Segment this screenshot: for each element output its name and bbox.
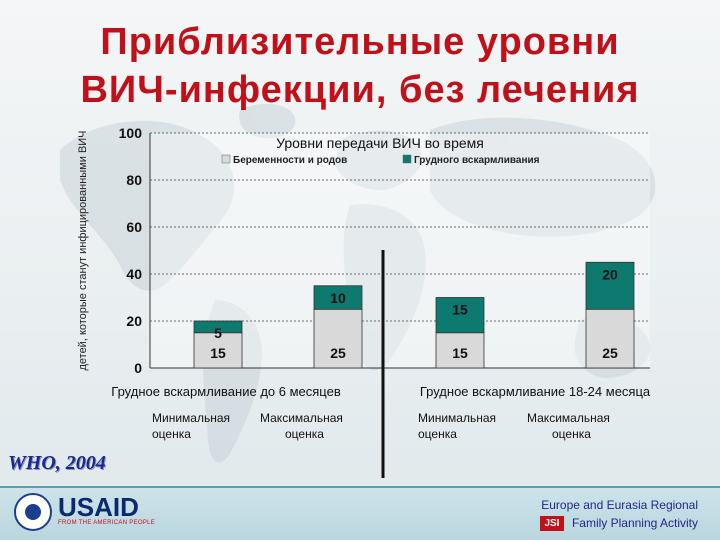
y-tick-label: 20 (126, 313, 142, 329)
y-tick-label: 0 (134, 360, 142, 376)
title-line-2: ВИЧ-инфекции, без лечения (80, 69, 640, 111)
org-line-2: Family Planning Activity (571, 516, 698, 530)
category-label: оценка (285, 427, 324, 441)
y-tick-label: 60 (126, 219, 142, 235)
bar-segment (585, 261, 635, 310)
bar-value-label: 10 (330, 290, 346, 306)
group-label: Грудное вскармливание до 6 месяцев (111, 384, 341, 399)
usaid-logo-text: USAID (58, 492, 139, 522)
bar-segment (313, 308, 363, 369)
usaid-tagline: FROM THE AMERICAN PEOPLE (58, 520, 156, 526)
bar-segment (435, 297, 485, 334)
footer-divider (0, 486, 720, 488)
legend-label: Беременности и родов (233, 155, 347, 166)
footer-band (0, 486, 720, 540)
org-line-1: Europe and Eurasia Regional (541, 498, 698, 512)
title-line-1: Приблизительные уровни (100, 21, 620, 63)
category-label: оценка (152, 427, 191, 441)
category-label: Минимальная (152, 411, 230, 425)
legend-label: Грудного вскармливания (414, 155, 540, 166)
bar-segment (435, 332, 485, 369)
bar-value-label: 15 (452, 302, 468, 318)
jsi-logo-icon: JSI (539, 516, 564, 532)
stacked-bar-chart: 0 20 40 60 80 100 детей, которые станут инфици… (77, 125, 651, 478)
bar-value-label: 15 (452, 345, 468, 361)
category-label: Минимальная (418, 411, 496, 425)
slide-title: Приблизительные уровни ВИЧ-инфекции, без… (0, 18, 720, 114)
category-label: Максимальная (527, 411, 610, 425)
bar-value-label: 20 (602, 266, 618, 282)
y-axis-label: детей, которые станут инфицированными ВИ… (77, 130, 89, 370)
category-label: Максимальная (260, 411, 343, 425)
legend-swatch (221, 154, 231, 164)
bar-segment (193, 332, 243, 369)
bar-value-label: 5 (214, 325, 222, 341)
usaid-seal-icon (14, 493, 52, 531)
category-label: оценка (552, 427, 591, 441)
y-tick-label: 100 (119, 125, 143, 141)
bar-segment (313, 285, 363, 310)
group-label: Грудное вскармливание 18-24 месяца (420, 384, 651, 399)
chart-title: Уровни передачи ВИЧ во время (276, 135, 484, 151)
y-tick-label: 40 (126, 266, 142, 282)
bar-value-label: 15 (210, 345, 226, 361)
bar-value-label: 25 (330, 345, 346, 361)
bar-segment (585, 308, 635, 369)
org-credit: Europe and Eurasia Regional JSI Family Pl… (539, 496, 698, 532)
category-label: оценка (418, 427, 457, 441)
bar-value-label: 25 (602, 345, 618, 361)
bar-segment (193, 320, 243, 334)
legend-swatch (402, 154, 412, 164)
source-citation: WHO, 2004 (8, 452, 106, 474)
y-tick-label: 80 (126, 172, 142, 188)
